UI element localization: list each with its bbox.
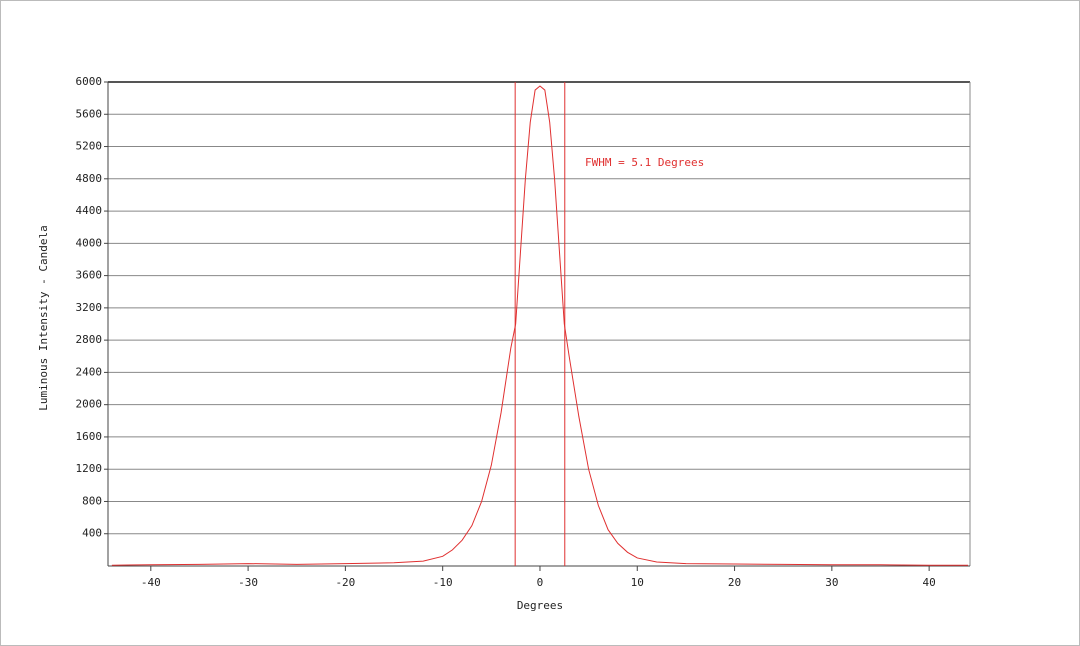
x-axis-label: Degrees bbox=[517, 599, 563, 612]
y-tick-label: 5200 bbox=[76, 140, 103, 153]
y-tick-label: 2800 bbox=[76, 333, 103, 346]
y-tick-label: 2000 bbox=[76, 398, 103, 411]
y-tick-label: 6000 bbox=[76, 75, 103, 88]
y-tick-label: 800 bbox=[82, 494, 102, 507]
y-tick-label: 5600 bbox=[76, 107, 103, 120]
y-axis-label: Luminous Intensity - Candela bbox=[37, 225, 50, 410]
y-tick-label: 2400 bbox=[76, 365, 103, 378]
y-tick-label: 1600 bbox=[76, 430, 103, 443]
annotation: FWHM = 5.1 Degrees bbox=[585, 156, 704, 169]
x-tick-label: 10 bbox=[631, 576, 644, 589]
x-tick-label: -10 bbox=[433, 576, 453, 589]
y-tick-label: 400 bbox=[82, 527, 102, 540]
y-tick-label: 4800 bbox=[76, 172, 103, 185]
y-tick-label: 3600 bbox=[76, 269, 103, 282]
y-tick-label: 1200 bbox=[76, 462, 103, 475]
x-tick-label: -20 bbox=[335, 576, 355, 589]
x-tick-label: -40 bbox=[141, 576, 161, 589]
x-tick-label: 30 bbox=[825, 576, 838, 589]
x-tick-label: 40 bbox=[923, 576, 936, 589]
y-tick-label: 3200 bbox=[76, 301, 103, 314]
x-tick-label: -30 bbox=[238, 576, 258, 589]
y-tick-label: 4000 bbox=[76, 236, 103, 249]
x-tick-label: 0 bbox=[537, 576, 544, 589]
y-tick-label: 4400 bbox=[76, 204, 103, 217]
x-tick-label: 20 bbox=[728, 576, 741, 589]
data-line bbox=[111, 85, 969, 566]
